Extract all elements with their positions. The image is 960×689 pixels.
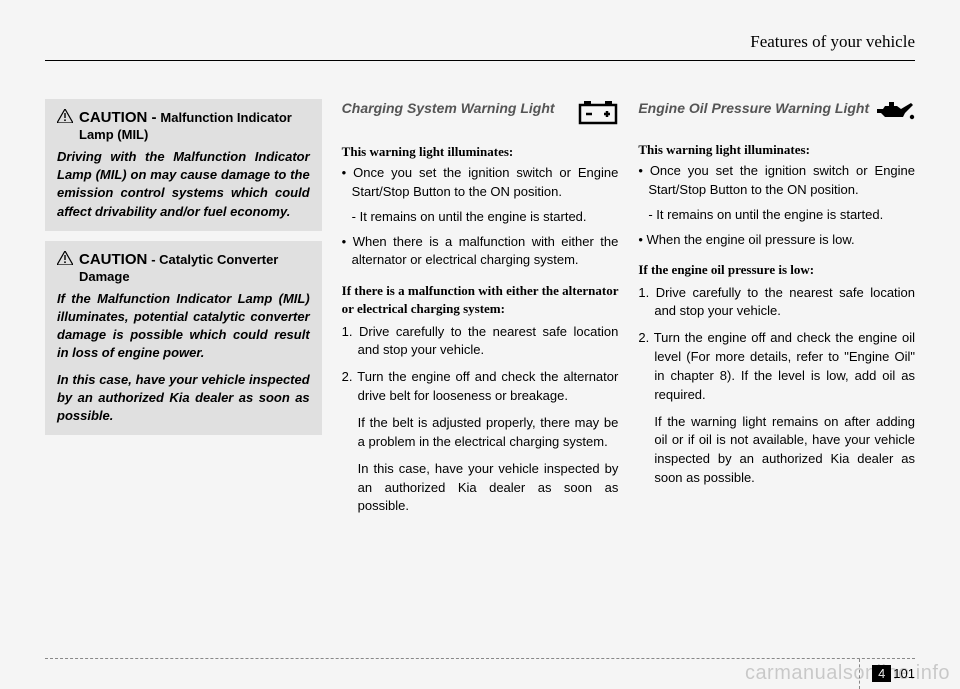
bullet-item: Once you set the ignition switch or Engi… [638, 162, 915, 200]
oil-title: Engine Oil Pressure Warning Light [638, 99, 869, 117]
caution-body-2: In this case, have your vehicle inspecte… [57, 371, 310, 426]
caution-box-catalytic: CAUTION - Catalytic Converter Damage If … [45, 241, 322, 435]
watermark: carmanualsonline.info [745, 662, 950, 685]
lead-text-2: If there is a malfunction with either th… [342, 282, 619, 318]
step-item: Drive carefully to the nearest safe loca… [638, 284, 915, 322]
paragraph: In this case, have your vehicle inspecte… [342, 460, 619, 517]
oil-can-icon [873, 99, 915, 128]
caution-box-mil: CAUTION - Malfunction Indicator Lamp (MI… [45, 99, 322, 231]
step-item: Turn the engine off and check the engine… [638, 329, 915, 404]
caution-body: If the Malfunction Indicator Lamp (MIL) … [57, 290, 310, 363]
bullet-item: When the engine oil pressure is low. [638, 231, 915, 250]
paragraph: If the warning light remains on after ad… [638, 413, 915, 488]
dashed-rule [45, 658, 915, 659]
charging-title: Charging System Warning Light [342, 99, 555, 117]
step-item: Drive carefully to the nearest safe loca… [342, 323, 619, 361]
section-header: Features of your vehicle [750, 32, 915, 52]
lead-text-2: If the engine oil pressure is low: [638, 261, 915, 279]
column-3: Engine Oil Pressure Warning Light This w… [638, 99, 915, 524]
warning-icon [57, 109, 73, 126]
battery-icon [578, 99, 618, 130]
caution-title-text: CAUTION - Catalytic Converter Damage [79, 251, 310, 284]
lead-text: This warning light illuminates: [342, 144, 619, 160]
caution-title-text: CAUTION - Malfunction Indicator Lamp (MI… [79, 109, 310, 142]
lead-text: This warning light illuminates: [638, 142, 915, 158]
column-1: CAUTION - Malfunction Indicator Lamp (MI… [45, 99, 322, 524]
sub-item: - It remains on until the engine is star… [638, 206, 915, 225]
caution-main: CAUTION [79, 251, 147, 268]
caution-main: CAUTION - [79, 109, 157, 126]
warning-icon [57, 251, 73, 268]
bullet-item: When there is a malfunction with either … [342, 233, 619, 271]
bullet-item: Once you set the ignition switch or Engi… [342, 164, 619, 202]
caution-body: Driving with the Malfunction Indicator L… [57, 148, 310, 221]
step-item: Turn the engine off and check the altern… [342, 368, 619, 406]
paragraph: If the belt is adjusted properly, there … [342, 414, 619, 452]
sub-item: - It remains on until the engine is star… [342, 208, 619, 227]
column-2: Charging System Warning Light This warni… [342, 99, 619, 524]
header-rule [45, 60, 915, 61]
